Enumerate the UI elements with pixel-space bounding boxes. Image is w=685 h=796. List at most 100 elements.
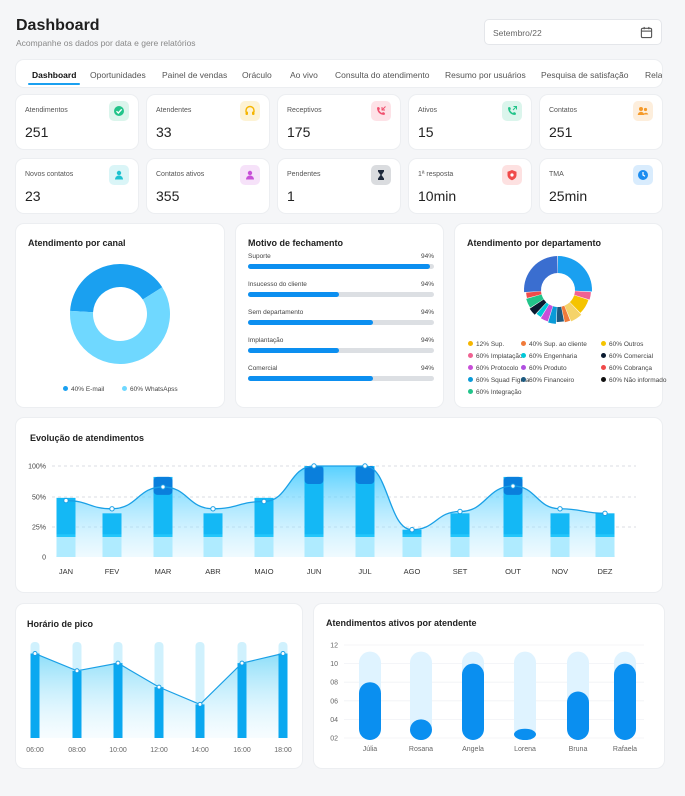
x-tick-label: 08:00: [68, 747, 86, 754]
legend-item: 60% Squad Figma: [468, 376, 529, 384]
pie-slice-9: [529, 299, 547, 315]
legend-item: 60% Implatação: [468, 352, 523, 360]
stat-card-tma: TMA 25min: [540, 159, 662, 213]
row-label: Comercial: [248, 365, 278, 372]
legend-item: 60% Integração: [468, 388, 522, 396]
row-percent: 94%: [420, 337, 434, 344]
pie-slice-2: [569, 295, 589, 313]
trend-point: [74, 668, 80, 674]
stat-card-atendimentos: Atendimentos 251: [16, 95, 138, 149]
bar-segment: [355, 537, 375, 557]
tab-painel-de-vendas[interactable]: Painel de vendas: [162, 70, 228, 80]
trend-point: [362, 463, 368, 469]
bar-6: [278, 653, 288, 738]
trend-point: [160, 484, 166, 490]
stat-label: Atendimentos: [25, 107, 68, 114]
trend-point: [557, 506, 563, 512]
legend-item: 60% Financeiro: [521, 376, 574, 384]
stat-value: 25min: [549, 188, 588, 204]
legend-item: 40% Sup. ao cliente: [521, 340, 587, 348]
trend-point: [63, 497, 69, 504]
trend-point: [409, 527, 415, 533]
stat-label: Receptivos: [287, 107, 322, 114]
bar-background: [410, 651, 432, 740]
stat-label: 1ª resposta: [418, 171, 454, 178]
bar-segment: [56, 537, 76, 557]
tab-resumo-por-usu-rios[interactable]: Resumo por usuários: [445, 70, 526, 80]
bar-track: [248, 264, 434, 269]
tab-relat[interactable]: Relat: [645, 70, 662, 80]
pie-slice-4: [561, 305, 571, 323]
trend-point: [32, 651, 38, 657]
stat-label: TMA: [549, 171, 564, 178]
canal-donut-chart: [70, 264, 170, 364]
y-tick-label: 10: [330, 661, 338, 668]
card-ativos: Atendimentos ativos por atendente 12 10 08…: [314, 604, 664, 768]
bar-track: [248, 320, 434, 325]
bar-segment: [254, 537, 274, 557]
departamento-donut-chart: [524, 256, 592, 324]
y-tick-label: 02: [330, 736, 338, 743]
stat-card-ativos: Ativos 15: [409, 95, 531, 149]
card-title: Atendimentos ativos por atendente: [326, 618, 477, 628]
tab-bar: Dashboard Oportunidades Painel de vendas Or…: [16, 60, 662, 87]
legend-item: 60% WhatsApss: [122, 385, 178, 393]
pie-slice-10: [526, 294, 544, 308]
legend-item: 60% Comercial: [601, 352, 653, 360]
bar-lorena: [514, 728, 536, 740]
legend-item: 60% Produto: [521, 364, 567, 372]
trend-point: [210, 506, 216, 512]
x-tick-label: Lorena: [514, 746, 536, 753]
tab-consulta-do-atendimento[interactable]: Consulta do atendimento: [335, 70, 430, 80]
card-motivo: Motivo de fechamento Suporte 94% Insucesso…: [236, 224, 443, 407]
users-icon: [633, 101, 653, 121]
pie-slice-0: [70, 264, 163, 313]
trend-point: [239, 660, 245, 666]
calendar-icon: [640, 26, 653, 39]
row-percent: 94%: [420, 309, 434, 316]
bar-5: [237, 663, 247, 738]
y-tick-label: 25%: [32, 525, 46, 532]
date-picker[interactable]: Setembro/22: [484, 19, 662, 45]
x-tick-label: MAR: [155, 567, 172, 576]
trend-point: [457, 508, 463, 515]
x-tick-label: 06:00: [26, 747, 44, 754]
legend-item: 60% Outros: [601, 340, 643, 348]
bar-0: [30, 653, 40, 738]
x-tick-label: Bruna: [569, 746, 588, 753]
y-tick-label: 50%: [32, 495, 46, 502]
bar-segment: [550, 537, 570, 557]
x-tick-label: SET: [453, 567, 468, 576]
card-title: Motivo de fechamento: [248, 238, 344, 248]
bar-segment: [102, 537, 122, 557]
page-title: Dashboard: [16, 17, 100, 34]
pie-slice-0: [558, 256, 592, 292]
tab-ao-vivo[interactable]: Ao vivo: [290, 70, 318, 80]
stat-label: Novos contatos: [25, 171, 74, 178]
trend-point: [602, 510, 608, 517]
shield-icon: [502, 165, 522, 185]
stat-label: Atendentes: [156, 107, 192, 114]
stat-value: 251: [549, 124, 573, 140]
tab-or-culo[interactable]: Oráculo: [242, 70, 272, 80]
x-tick-label: 16:00: [233, 747, 251, 754]
tab-pesquisa-de-satisfa-o[interactable]: Pesquisa de satisfação: [541, 70, 629, 80]
row-percent: 94%: [420, 365, 434, 372]
bar-fill: [248, 376, 373, 381]
bar-fill: [248, 320, 373, 325]
area-fill: [56, 466, 615, 557]
card-pico: Horário de pico 06:00 08:00 10:00 12:00 14:0…: [16, 604, 302, 768]
x-tick-label: 14:00: [191, 747, 209, 754]
bar-segment: [450, 537, 470, 557]
tab-dashboard[interactable]: Dashboard: [27, 70, 81, 85]
bar-3: [154, 687, 164, 738]
card-canal: Atendimento por canal 40% E-mail 60% What…: [16, 224, 224, 407]
tab-oportunidades[interactable]: Oportunidades: [90, 70, 146, 80]
stat-value: 1: [287, 188, 295, 204]
bar-track: [248, 348, 434, 353]
legend-item: 60% Engenharia: [521, 352, 577, 360]
stat-card-atendentes: Atendentes 33: [147, 95, 269, 149]
pie-slice-1: [70, 287, 170, 364]
x-tick-label: AGO: [404, 567, 421, 576]
card-title: Atendimento por canal: [28, 238, 126, 248]
